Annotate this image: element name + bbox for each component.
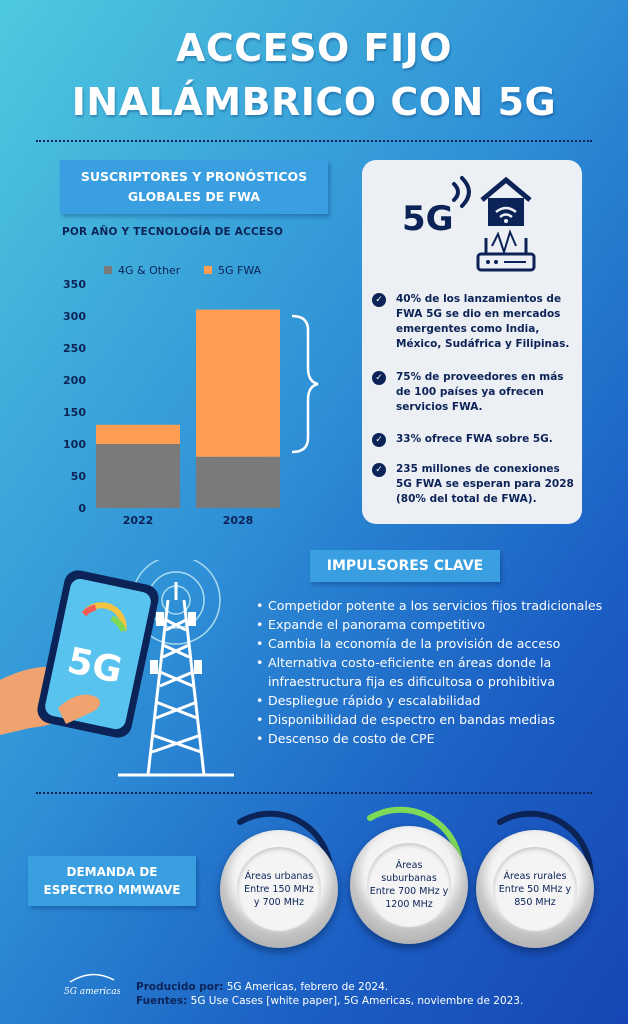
produced-label: Producido por: [136, 981, 224, 993]
check-circle-icon: ✓ [372, 433, 386, 447]
chart-x-axis: 2022 2028 [123, 514, 254, 527]
logo-text: 5G americas [64, 987, 120, 997]
y-tick-label: 300 [63, 310, 86, 323]
y-tick-label: 50 [71, 470, 87, 483]
y-tick-label: 250 [63, 342, 86, 355]
5g-router-home-icon: 5G [402, 176, 536, 272]
sources-label: Fuentes: [136, 995, 188, 1007]
drivers-title: IMPULSORES CLAVE [310, 550, 500, 582]
area-rural-line3: 850 MHz [514, 896, 556, 908]
stats-card [362, 160, 582, 524]
legend-label: 5G FWA [218, 264, 262, 277]
chart-subtitle: POR AÑO Y TECNOLOGÍA DE ACCESO [62, 226, 284, 238]
fact-item: ✓ 33% ofrece FWA sobre 5G. [372, 432, 572, 448]
check-circle-icon: ✓ [372, 463, 386, 477]
area-suburban-line2: suburbanas [381, 873, 437, 884]
area-rural-line1: Áreas rurales [503, 870, 567, 882]
router-icon [476, 229, 536, 272]
legend-swatch [204, 266, 212, 274]
brace-icon [291, 314, 319, 454]
check-circle-icon: ✓ [372, 371, 386, 385]
footer-sources: Fuentes: 5G Use Cases [white paper], 5G … [136, 994, 523, 1008]
y-tick-label: 200 [63, 374, 86, 387]
area-urban-line3: y 700 MHz [253, 896, 305, 908]
bar-segment [196, 309, 280, 457]
house-wifi-icon [480, 176, 532, 226]
check-circle-icon: ✓ [372, 293, 386, 307]
rural-arc [497, 810, 594, 883]
page-title-line1: ACCESO FIJO [175, 26, 453, 70]
fact-item: ✓ 75% de proveedores en más de 100 paíse… [372, 370, 572, 416]
fact-text: 235 millones de conexiones 5G FWA se esp… [396, 463, 574, 505]
list-item: Disponibilidad de espectro en bandas med… [256, 710, 616, 729]
fwa-bar-chart: 4G & Other 5G FWA 0 50 100 150 200 250 300 350 2… [63, 264, 319, 527]
y-tick-label: 100 [63, 438, 86, 451]
footer-produced: Producido por: 5G Americas, febrero de 2… [136, 980, 388, 994]
area-circle-suburban: Áreas suburbanas Entre 700 MHz y 1200 MH… [350, 826, 468, 944]
area-circle-urban: Áreas urbanas Entre 150 MHz y 700 MHz [220, 830, 338, 948]
chart-section-title: SUSCRIPTORES Y PRONÓSTICOS GLOBALES DE F… [60, 160, 328, 214]
y-tick-label: 0 [78, 502, 86, 515]
chart-section-title-line1: SUSCRIPTORES Y PRONÓSTICOS [80, 169, 308, 184]
fact-item: ✓ 235 millones de conexiones 5G FWA se e… [372, 462, 574, 508]
area-suburban-line1: Áreas [395, 860, 423, 871]
chart-section-title-line2: GLOBALES DE FWA [127, 189, 261, 204]
fact-text: 33% ofrece FWA sobre 5G. [396, 433, 553, 445]
fact-item: ✓ 40% de los lanzamientos de FWA 5G se d… [372, 292, 572, 352]
list-item: Despliegue rápido y escalabilidad [256, 691, 616, 710]
drivers-list: Competidor potente a los servicios fijos… [256, 596, 616, 748]
area-suburban-line3: Entre 700 MHz y [369, 886, 449, 897]
legend-label: 4G & Other [118, 264, 181, 277]
area-circle-rural: Áreas rurales Entre 50 MHz y 850 MHz [476, 830, 594, 948]
list-item: Cambia la economía de la provisión de ac… [256, 634, 616, 653]
area-urban-line2: Entre 150 MHz [244, 883, 314, 895]
chart-y-axis: 0 50 100 150 200 250 300 350 [63, 278, 86, 515]
y-tick-label: 350 [63, 278, 86, 291]
antenna-panels [150, 612, 202, 674]
list-item: Competidor potente a los servicios fijos… [256, 596, 616, 615]
area-rural-line2: Entre 50 MHz y [498, 883, 572, 895]
card-5g-label: 5G [402, 199, 454, 239]
wifi-signal-icon [452, 176, 471, 208]
list-item: Descenso de costo de CPE [256, 729, 616, 748]
x-tick-label: 2028 [223, 514, 254, 527]
5g-americas-logo: 5G americas [64, 973, 120, 997]
chart-bars [96, 309, 280, 508]
bar-segment [96, 424, 180, 444]
demand-title-line2: ESPECTRO MMWAVE [43, 883, 181, 897]
list-item: Expande el panorama competitivo [256, 615, 616, 634]
x-tick-label: 2022 [123, 514, 154, 527]
produced-value: 5G Americas, febrero de 2024. [223, 981, 389, 993]
sources-value: 5G Use Cases [white paper], 5G Americas,… [187, 995, 524, 1007]
list-item: Alternativa costo-eficiente en áreas don… [256, 653, 616, 691]
smartphone-icon: 5G [37, 570, 159, 738]
divider-top [36, 140, 592, 142]
divider-bottom [36, 792, 592, 794]
legend-swatch [104, 266, 112, 274]
chart-legend: 4G & Other 5G FWA [104, 264, 262, 277]
cell-tower-icon [118, 582, 234, 777]
bar-segment [196, 456, 280, 508]
phone-tower-illustration: 5G [0, 560, 234, 777]
page-title-line2: INALÁMBRICO CON 5G [71, 80, 557, 124]
fact-text: 75% de proveedores en más de 100 países … [396, 371, 564, 413]
demand-title: DEMANDA DE ESPECTRO MMWAVE [28, 856, 196, 906]
thumb-icon [58, 694, 100, 724]
area-urban-line1: Áreas urbanas [244, 870, 314, 882]
fact-text: 40% de los lanzamientos de FWA 5G se dio… [396, 293, 570, 350]
area-suburban-line4: 1200 MHz [385, 899, 433, 910]
y-tick-label: 150 [63, 406, 86, 419]
demand-title-line1: DEMANDA DE [66, 865, 158, 879]
bar-segment [96, 444, 180, 508]
